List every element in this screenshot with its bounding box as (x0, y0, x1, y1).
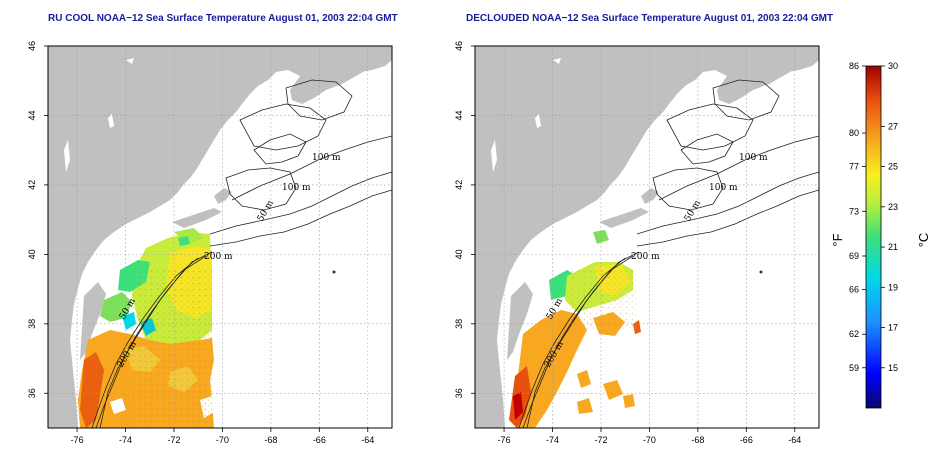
colorbar-label-f: 62 (849, 329, 859, 339)
tick-label-lon: -72 (167, 435, 180, 445)
land-delmarva (80, 282, 106, 360)
colorbar-label-f: 77 (849, 162, 859, 172)
tick-label-lon: -76 (498, 435, 511, 445)
colorbar-label-c: 21 (888, 242, 898, 252)
tick-label-lat: 46 (27, 41, 37, 51)
panel-declouded-sst: DECLOUDED NOAA−12 Sea Surface Temperatur… (454, 13, 833, 445)
colorbar-unit-celsius: °C (916, 233, 931, 248)
tick-label-lon: -66 (313, 435, 326, 445)
tick-label-lat: 44 (27, 110, 37, 120)
tick-label-lon: -74 (546, 435, 559, 445)
colorbar-label-c: 23 (888, 202, 898, 212)
colorbar-label-c: 30 (888, 61, 898, 71)
tick-label-lon: -70 (216, 435, 229, 445)
contour-label-200m-right: 200 m (631, 252, 660, 262)
tick-label-lon: -68 (264, 435, 277, 445)
sst-data-raw (78, 228, 214, 428)
colorbar-label-f: 73 (849, 206, 859, 216)
lat-lon-grid (475, 46, 819, 428)
map-area-raw: 100 m 100 m 50 m 200 m 50 m 200 m (48, 46, 392, 428)
tick-label-lat: 42 (454, 180, 464, 190)
land-mass (48, 46, 392, 428)
land-cape-cod (214, 188, 232, 204)
map-area-declouded: 100 m 100 m 50 m 200 m 50 m 200 m (475, 46, 819, 428)
colorbar-label-f: 80 (849, 128, 859, 138)
tick-label-lat: 46 (454, 41, 464, 51)
land-nova-scotia (290, 56, 372, 104)
contour-label-100m-b-right: 100 m (709, 183, 738, 193)
colorbar-label-c: 17 (888, 323, 898, 333)
tick-label-lon: -66 (740, 435, 753, 445)
tick-label-lon: -72 (594, 435, 607, 445)
tick-label-lat: 42 (27, 180, 37, 190)
colorbar-label-f: 86 (849, 61, 859, 71)
colorbar-ticks: 86 80 77 73 69 66 62 59 30 27 25 23 21 19 17 15 (849, 61, 898, 373)
land-long-island (172, 208, 222, 228)
colorbar-label-c: 15 (888, 363, 898, 373)
tick-label-lat: 40 (27, 249, 37, 259)
contour-label-100m-b: 100 m (282, 183, 311, 193)
temperature-colorbar: 86 80 77 73 69 66 62 59 30 27 25 23 21 19 17 15 °F °C (830, 61, 931, 409)
colorbar-unit-fahrenheit: °F (830, 233, 845, 246)
colorbar-label-f: 66 (849, 285, 859, 295)
colorbar-label-f: 69 (849, 251, 859, 261)
axis-ticks-declouded: -76 -74 -72 -70 -68 -66 -64 36 38 40 42 44 46 (454, 41, 801, 445)
colorbar-label-c: 25 (888, 162, 898, 172)
tick-label-lat: 44 (454, 110, 464, 120)
panel-title-raw: RU COOL NOAA−12 Sea Surface Temperature … (48, 13, 398, 24)
contour-label-100m-a: 100 m (312, 153, 341, 163)
tick-label-lat: 36 (27, 388, 37, 398)
colorbar-label-f: 59 (849, 363, 859, 373)
contour-label-100m-a-right: 100 m (739, 153, 768, 163)
colorbar-label-c: 19 (888, 282, 898, 292)
tick-label-lat: 40 (454, 249, 464, 259)
colorbar-label-c: 27 (888, 121, 898, 131)
tick-label-lon: -70 (643, 435, 656, 445)
map-frame-raw (47, 45, 393, 429)
sst-data-declouded (509, 230, 641, 428)
contour-label-200m: 200 m (204, 252, 233, 262)
tick-label-lat: 38 (454, 319, 464, 329)
tick-label-lon: -64 (361, 435, 374, 445)
tick-label-lon: -76 (71, 435, 84, 445)
panel-raw-sst: RU COOL NOAA−12 Sea Surface Temperature … (27, 13, 398, 445)
colorbar-gradient (865, 65, 882, 409)
tick-label-lat: 38 (27, 319, 37, 329)
lat-lon-grid (48, 46, 392, 428)
tick-label-lon: -68 (691, 435, 704, 445)
axis-ticks-raw: -76 -74 -72 -70 -68 -66 -64 36 38 40 42 44 46 (27, 41, 374, 445)
tick-label-lat: 36 (454, 388, 464, 398)
panel-title-declouded: DECLOUDED NOAA−12 Sea Surface Temperatur… (466, 13, 833, 24)
tick-label-lon: -74 (119, 435, 132, 445)
tick-label-lon: -64 (788, 435, 801, 445)
map-frame-declouded (474, 45, 820, 429)
